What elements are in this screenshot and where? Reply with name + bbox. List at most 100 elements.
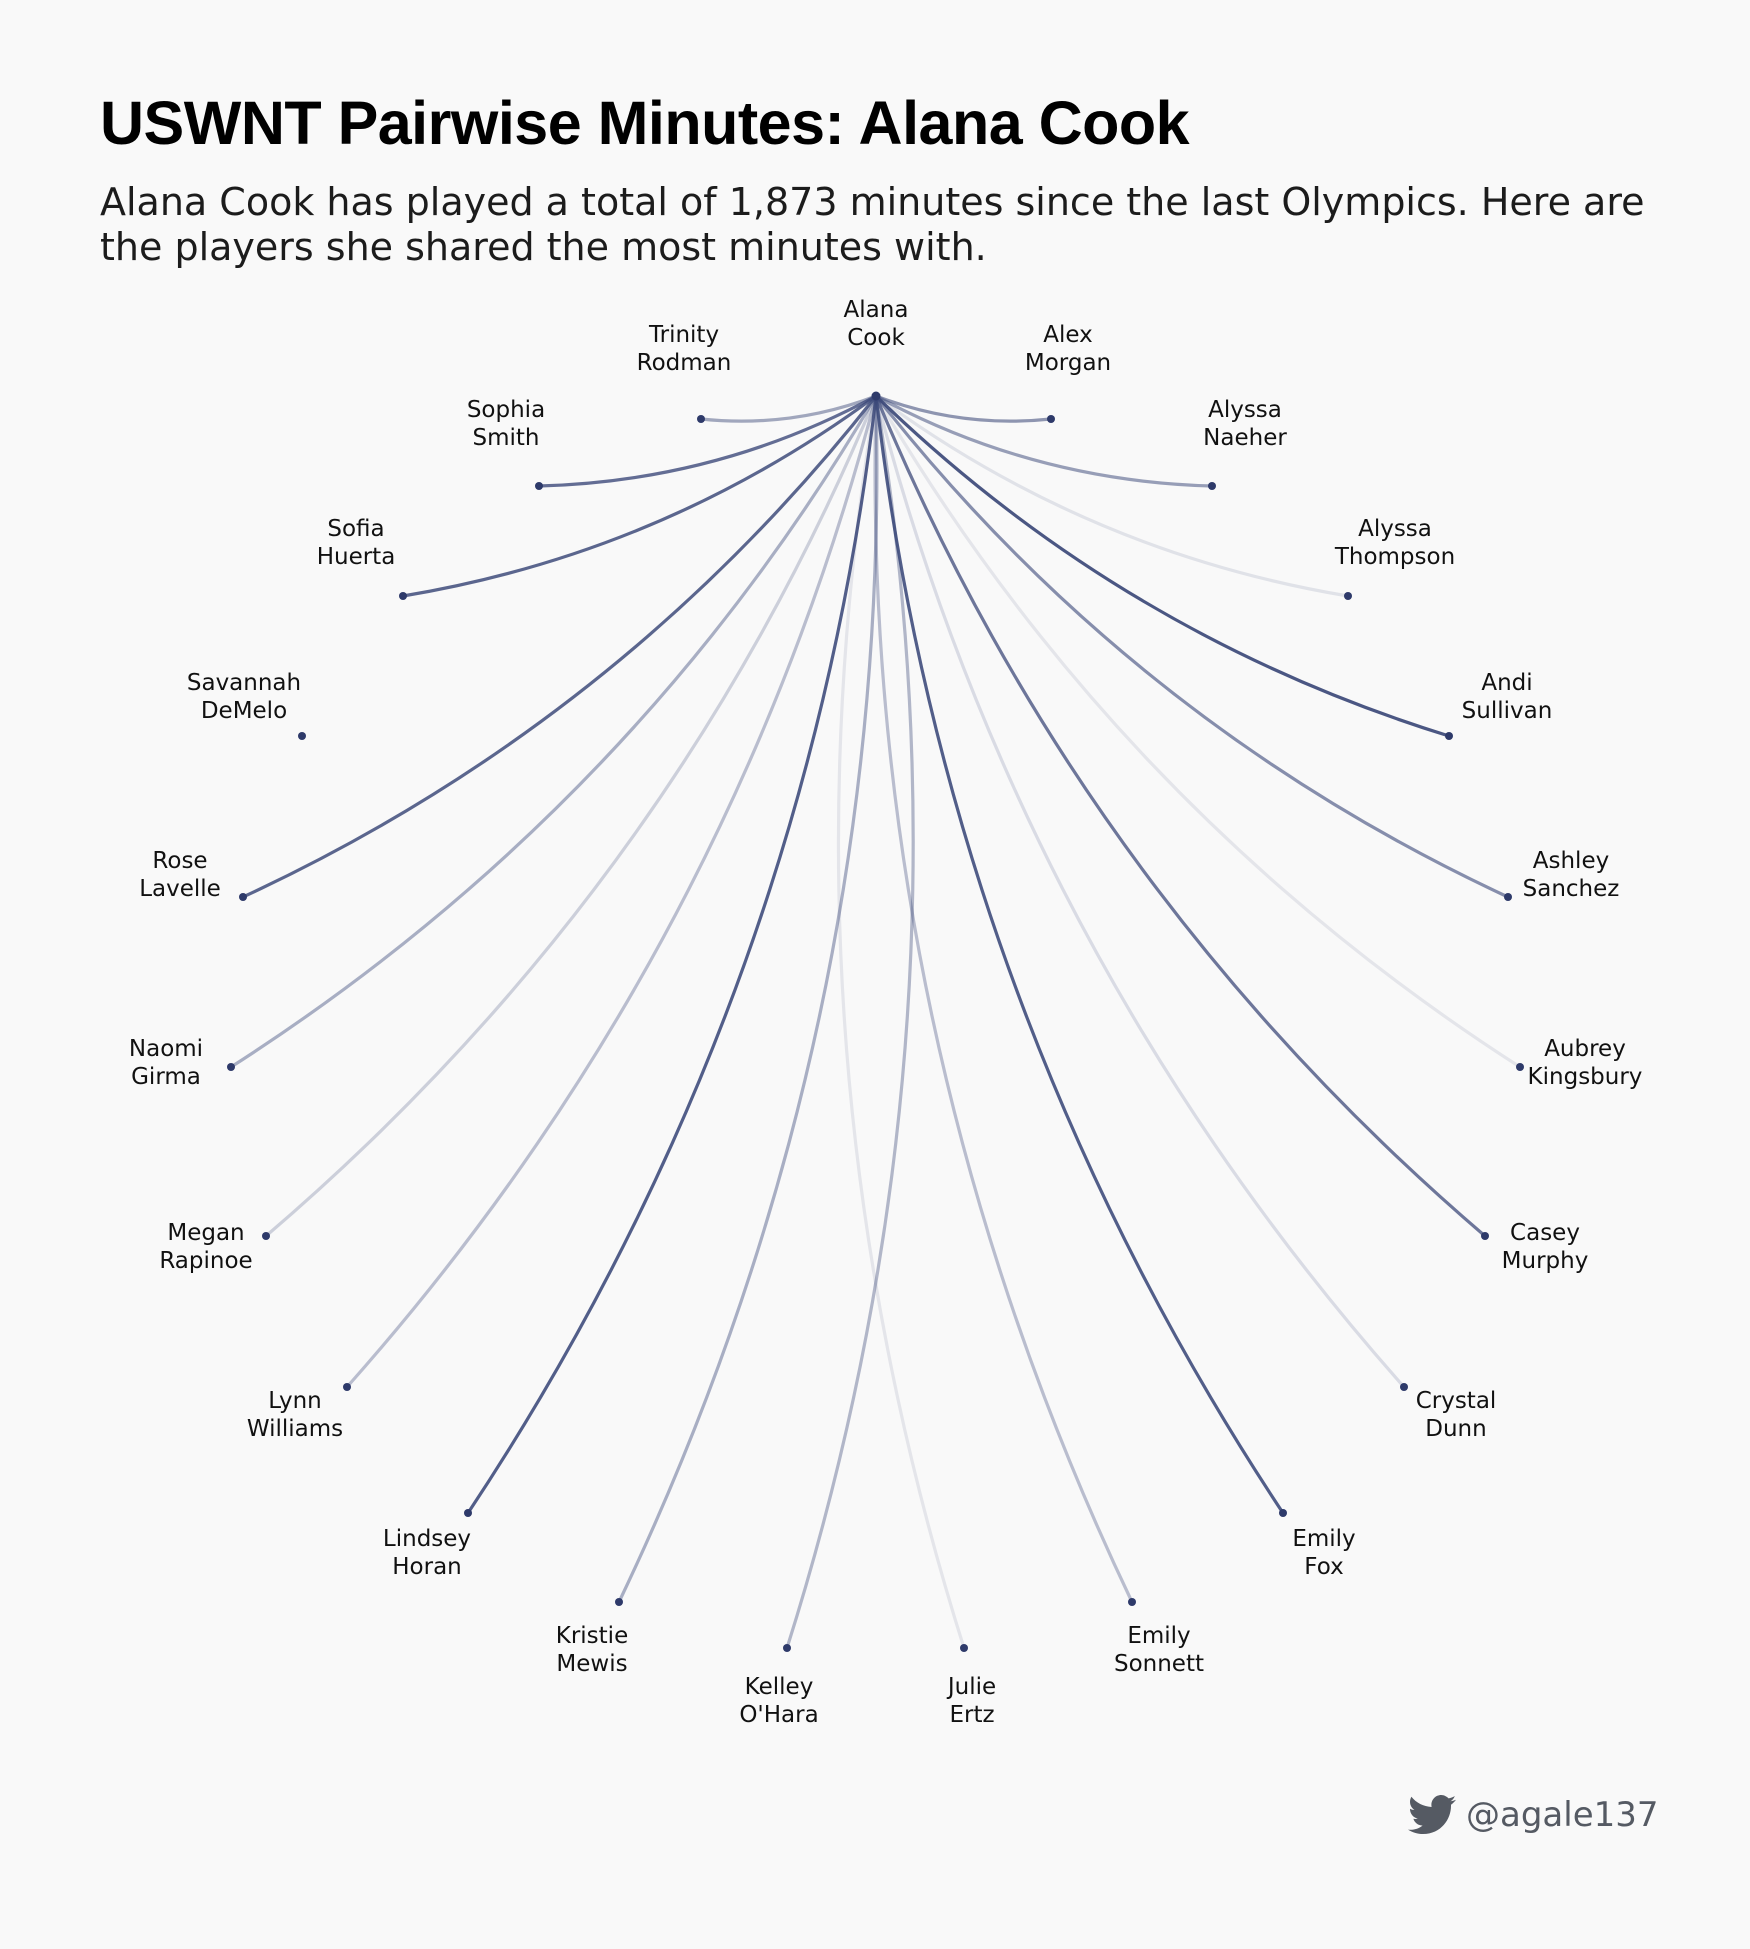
label-julie-ertz-first: Julie — [946, 1674, 996, 1700]
edge-andi-sullivan — [874, 394, 1451, 738]
label-casey-murphy-first: Casey — [1510, 1220, 1580, 1246]
label-sofia-huerta: Sofia Huerta — [317, 516, 396, 570]
label-casey-murphy-last: Murphy — [1502, 1248, 1589, 1274]
label-crystal-dunn: Crystal Dunn — [1416, 1388, 1497, 1442]
label-group: Trinity Rodman Alex Morgan Sophia Smith Alyssa… — [129, 297, 1643, 1728]
label-alyssa-thompson: Alyssa Thompson — [1334, 516, 1455, 570]
label-kelley-o-hara: Kelley O'Hara — [739, 1674, 818, 1728]
label-sophia-smith-first: Sophia — [467, 397, 545, 423]
label-megan-rapinoe-first: Megan — [167, 1220, 244, 1246]
label-ashley-sanchez-first: Ashley — [1533, 848, 1609, 874]
label-aubrey-kingsbury-first: Aubrey — [1544, 1036, 1626, 1062]
label-kelley-o-hara-last: O'Hara — [739, 1702, 818, 1728]
node-rose-lavelle — [239, 893, 247, 901]
edge-alyssa-naeher — [874, 394, 1214, 488]
node-emily-sonnett — [1128, 1598, 1136, 1606]
label-center-player: Alana Cook — [844, 297, 909, 351]
label-naomi-girma-last: Girma — [131, 1064, 201, 1090]
edge-crystal-dunn — [874, 394, 1406, 1389]
edge-rose-lavelle — [241, 394, 878, 899]
edge-megan-rapinoe — [264, 394, 878, 1238]
label-alyssa-naeher-last: Naeher — [1203, 425, 1287, 451]
label-emily-fox-last: Fox — [1304, 1554, 1343, 1580]
label-alyssa-thompson-first: Alyssa — [1358, 516, 1432, 542]
edge-casey-murphy — [874, 394, 1487, 1238]
label-julie-ertz: Julie Ertz — [946, 1674, 996, 1728]
edge-group — [229, 394, 1522, 1650]
label-trinity-rodman-last: Rodman — [637, 350, 732, 376]
edge-alyssa-thompson — [874, 394, 1350, 598]
label-rose-lavelle-first: Rose — [152, 848, 207, 874]
label-alyssa-thompson-last: Thompson — [1334, 544, 1455, 570]
edge-kelley-o-hara — [785, 394, 915, 1650]
node-sofia-huerta — [399, 592, 407, 600]
edge-lindsey-horan — [466, 394, 878, 1515]
node-julie-ertz — [960, 1644, 968, 1652]
edge-naomi-girma — [229, 394, 878, 1069]
label-sophia-smith: Sophia Smith — [467, 397, 545, 451]
node-alyssa-naeher — [1208, 482, 1216, 490]
edge-emily-sonnett — [873, 394, 1134, 1604]
credit-handle: @agale137 — [1466, 1795, 1659, 1835]
node-casey-murphy — [1481, 1232, 1489, 1240]
node-savannah-demelo — [298, 732, 306, 740]
label-emily-fox-first: Emily — [1292, 1526, 1355, 1552]
label-alex-morgan: Alex Morgan — [1025, 322, 1111, 376]
label-alyssa-naeher: Alyssa Naeher — [1203, 397, 1287, 451]
node-megan-rapinoe — [262, 1232, 270, 1240]
label-ashley-sanchez: Ashley Sanchez — [1523, 848, 1620, 902]
node-crystal-dunn — [1400, 1383, 1408, 1391]
label-lindsey-horan: Lindsey Horan — [383, 1526, 471, 1580]
label-crystal-dunn-first: Crystal — [1416, 1388, 1497, 1414]
label-sofia-huerta-first: Sofia — [327, 516, 384, 542]
node-kristie-mewis — [615, 1598, 623, 1606]
node-group — [227, 391, 1524, 1652]
node-sophia-smith — [535, 482, 543, 490]
edge-alex-morgan — [874, 394, 1053, 423]
node-kelley-o-hara — [783, 1644, 791, 1652]
label-center-player-first: Alana — [844, 297, 909, 323]
label-lynn-williams-last: Williams — [247, 1416, 343, 1442]
label-lynn-williams-first: Lynn — [268, 1388, 321, 1414]
node-naomi-girma — [227, 1063, 235, 1071]
label-kristie-mewis: Kristie Mewis — [556, 1623, 628, 1677]
label-julie-ertz-last: Ertz — [949, 1702, 994, 1728]
node-trinity-rodman — [697, 415, 705, 423]
edge-trinity-rodman — [699, 394, 878, 423]
label-ashley-sanchez-last: Sanchez — [1523, 876, 1620, 902]
page-title: USWNT Pairwise Minutes: Alana Cook — [100, 89, 1190, 157]
twitter-bird-icon — [1408, 1795, 1456, 1834]
node-alex-morgan — [1047, 415, 1055, 423]
page-subtitle: Alana Cook has played a total of 1,873 m… — [100, 180, 1645, 269]
label-megan-rapinoe-last: Rapinoe — [159, 1248, 252, 1274]
label-savannah-demelo-first: Savannah — [187, 670, 301, 696]
edge-ashley-sanchez — [874, 394, 1510, 899]
label-naomi-girma: Naomi Girma — [129, 1036, 203, 1090]
edge-lynn-williams — [345, 394, 878, 1389]
node-alyssa-thompson — [1344, 592, 1352, 600]
node-lindsey-horan — [464, 1509, 472, 1517]
node-aubrey-kingsbury — [1516, 1063, 1524, 1071]
node-center-player — [871, 391, 881, 401]
label-kristie-mewis-last: Mewis — [556, 1651, 627, 1677]
node-emily-fox — [1279, 1509, 1287, 1517]
edge-kristie-mewis — [617, 394, 879, 1604]
label-alex-morgan-last: Morgan — [1025, 350, 1111, 376]
label-center-player-last: Cook — [847, 325, 905, 351]
label-emily-sonnett: Emily Sonnett — [1114, 1623, 1204, 1677]
label-crystal-dunn-last: Dunn — [1425, 1416, 1486, 1442]
label-emily-sonnett-last: Sonnett — [1114, 1651, 1204, 1677]
edge-emily-fox — [874, 394, 1285, 1515]
label-aubrey-kingsbury: Aubrey Kingsbury — [1528, 1036, 1643, 1090]
label-kelley-o-hara-first: Kelley — [745, 1674, 814, 1700]
credit: @agale137 — [1408, 1795, 1659, 1835]
label-savannah-demelo: Savannah DeMelo — [187, 670, 301, 724]
label-aubrey-kingsbury-last: Kingsbury — [1528, 1064, 1643, 1090]
node-ashley-sanchez — [1504, 893, 1512, 901]
edge-sophia-smith — [537, 394, 878, 488]
label-kristie-mewis-first: Kristie — [556, 1623, 628, 1649]
label-trinity-rodman: Trinity Rodman — [637, 322, 732, 376]
label-andi-sullivan-first: Andi — [1481, 670, 1532, 696]
label-savannah-demelo-last: DeMelo — [201, 698, 287, 724]
edge-julie-ertz — [836, 394, 966, 1650]
